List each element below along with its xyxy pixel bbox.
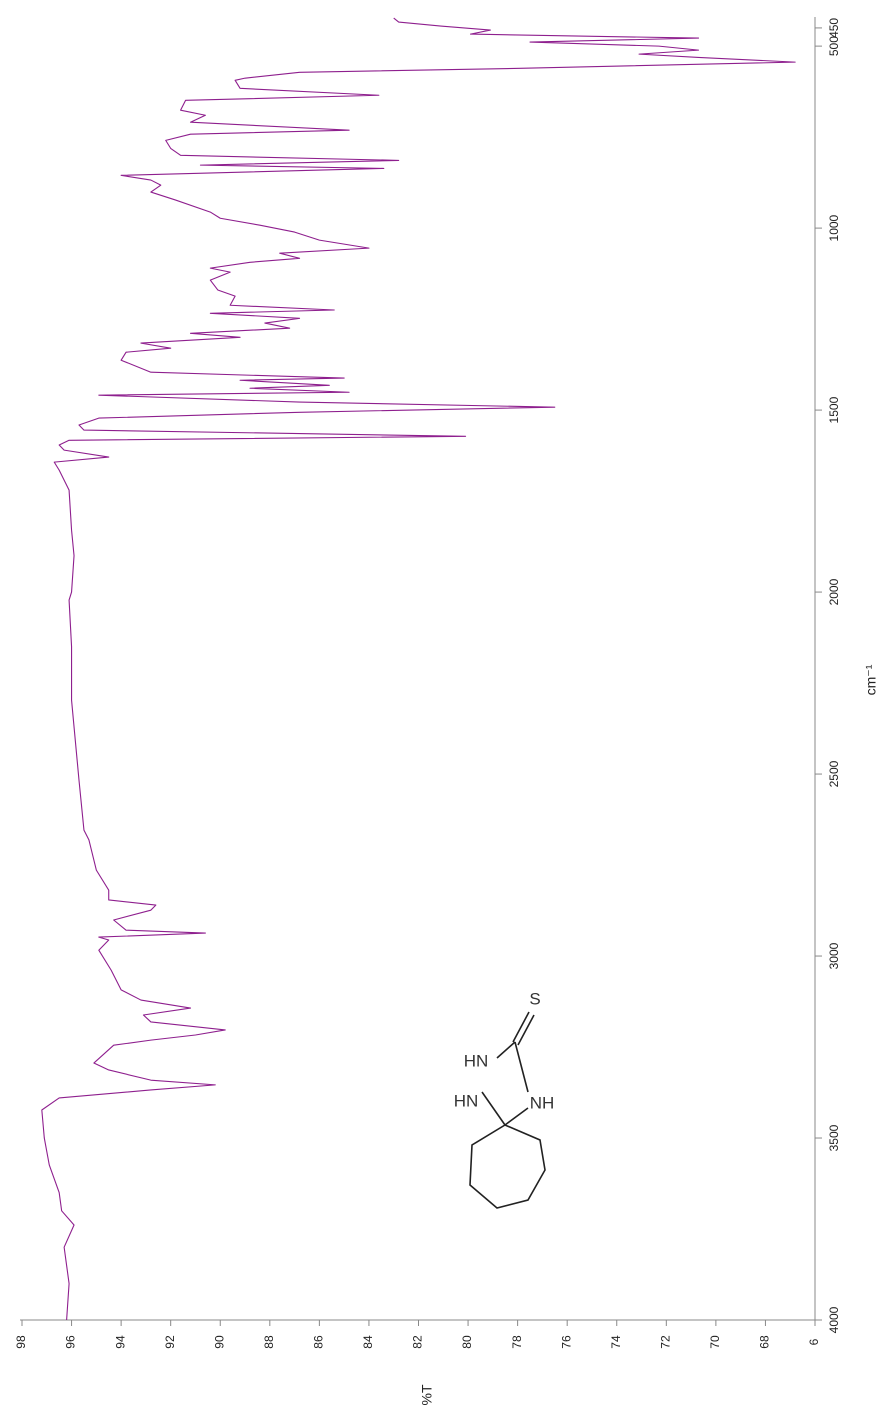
x-tick-label: 4000 <box>827 1306 841 1333</box>
y-tick-label: 86 <box>312 1335 326 1349</box>
x-tick-label: 1500 <box>827 396 841 423</box>
ring <box>469 1124 546 1209</box>
spectrum-line <box>41 17 796 1321</box>
y-tick-label: 98 <box>14 1335 28 1349</box>
y-tick-label: 76 <box>559 1335 573 1349</box>
y-tick-label: 88 <box>262 1335 276 1349</box>
y-tick-label: 74 <box>609 1335 623 1349</box>
x-tick-label: 3500 <box>827 1124 841 1151</box>
atom-label: S <box>529 989 540 1008</box>
y-tick-label: 84 <box>361 1335 375 1349</box>
x-tick-label: 500 <box>827 36 841 56</box>
y-tick-label: 92 <box>163 1335 177 1349</box>
atom-label: HN <box>464 1051 489 1070</box>
bond <box>512 1011 535 1046</box>
y-tick-label: 82 <box>411 1335 425 1349</box>
y-axis-title: %T <box>419 1384 435 1405</box>
y-tick-label: 70 <box>708 1335 722 1349</box>
y-tick-label: 68 <box>758 1335 772 1349</box>
x-tick-label: 1000 <box>827 214 841 241</box>
x-axis-title: cm⁻¹ <box>863 664 879 695</box>
y-tick-label: 6 <box>807 1338 821 1345</box>
y-tick-label: 94 <box>113 1335 127 1349</box>
x-tick-label: 2500 <box>827 760 841 787</box>
x-tick-label: 2000 <box>827 578 841 605</box>
structure: S HN HN NH <box>454 989 555 1209</box>
bond <box>481 1041 529 1126</box>
y-tick-label: 78 <box>510 1335 524 1349</box>
atom-label: NH <box>530 1093 555 1112</box>
y-tick-label: 72 <box>658 1335 672 1349</box>
x-tick-label: 450 <box>827 18 841 38</box>
y-tick-label: 90 <box>212 1335 226 1349</box>
x-tick-label: 3000 <box>827 942 841 969</box>
atom-label: HN <box>454 1091 479 1110</box>
y-tick-label: 80 <box>460 1335 474 1349</box>
y-tick-label: 96 <box>64 1335 78 1349</box>
